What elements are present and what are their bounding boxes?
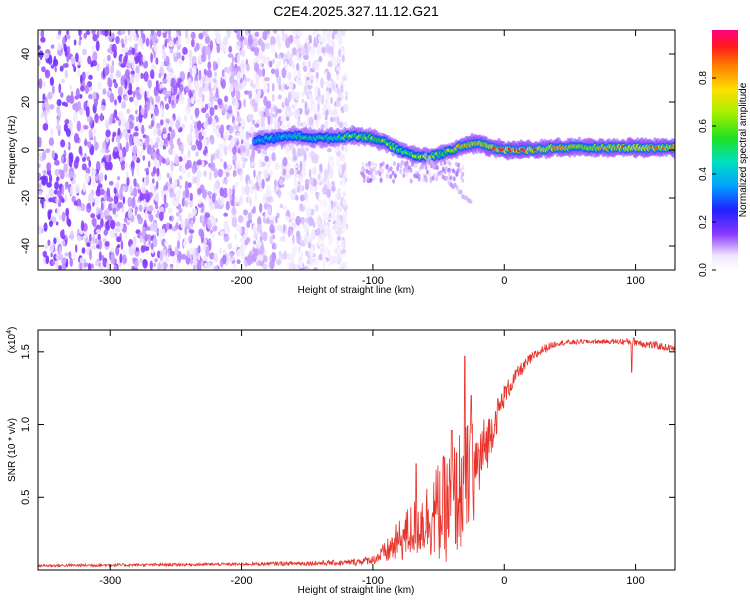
x-tick-label: -300 bbox=[99, 575, 121, 587]
colorbar-ticks: 0.0 0.2 0.4 0.6 0.8 bbox=[698, 71, 716, 277]
colorbar-tick-label: 0.8 bbox=[698, 71, 709, 85]
snr-x-ticks: -300 -200 -100 0 100 bbox=[99, 330, 645, 587]
y-tick-label: 40 bbox=[20, 48, 32, 60]
snr-y-ticks: 0.5 1.0 1.5 bbox=[20, 344, 675, 505]
colorbar-tick-label: 0.4 bbox=[698, 167, 709, 181]
x-tick-label: 100 bbox=[626, 575, 644, 587]
colorbar-tick-label: 0.0 bbox=[698, 263, 709, 277]
colorbar-gradient bbox=[712, 30, 738, 270]
x-tick-label: -300 bbox=[99, 275, 121, 287]
snr-frame bbox=[37, 329, 676, 571]
spectrogram-ylabel: Frequency (Hz) bbox=[7, 116, 18, 185]
chart-title: C2E4.2025.327.11.12.G21 bbox=[273, 3, 439, 19]
snr-multiplier: (x104) bbox=[6, 327, 18, 354]
snr-multiplier-exp: 4 bbox=[6, 330, 13, 334]
snr-panel: -300 -200 -100 0 100 0.5 1.0 1.5 Height of str… bbox=[6, 327, 676, 596]
y-tick-label: 0 bbox=[20, 147, 32, 153]
colorbar-label: Normalized spectral amplitude bbox=[738, 82, 749, 217]
x-tick-label: -100 bbox=[362, 275, 384, 287]
colorbar-tick-label: 0.6 bbox=[698, 119, 709, 133]
y-tick-label: 1.5 bbox=[20, 344, 32, 359]
y-tick-label: 20 bbox=[20, 96, 32, 108]
snr-xlabel: Height of straight line (km) bbox=[298, 585, 415, 596]
y-tick-label: -40 bbox=[20, 238, 32, 254]
x-tick-label: 100 bbox=[626, 275, 644, 287]
x-tick-label: -100 bbox=[362, 575, 384, 587]
x-tick-label: -200 bbox=[231, 275, 253, 287]
spectrogram-heatmap bbox=[38, 30, 675, 270]
y-tick-label: -20 bbox=[20, 190, 32, 206]
y-tick-label: 0.5 bbox=[20, 490, 32, 505]
x-tick-label: 0 bbox=[501, 575, 507, 587]
snr-series-line bbox=[38, 337, 675, 568]
colorbar: 0.0 0.2 0.4 0.6 0.8 Normalized spectral ampl… bbox=[698, 30, 749, 277]
spectrogram-x-ticks: -300 -200 -100 0 100 bbox=[99, 30, 645, 287]
y-tick-label: 1.0 bbox=[20, 417, 32, 432]
x-tick-label: 0 bbox=[501, 275, 507, 287]
colorbar-tick-label: 0.2 bbox=[698, 215, 709, 229]
x-tick-label: -200 bbox=[231, 575, 253, 587]
spectrogram-y-ticks: -40 -20 0 20 40 bbox=[20, 48, 675, 254]
spectrogram-xlabel: Height of straight line (km) bbox=[298, 285, 415, 296]
snr-ylabel: SNR (10 * v/v) bbox=[7, 418, 18, 482]
